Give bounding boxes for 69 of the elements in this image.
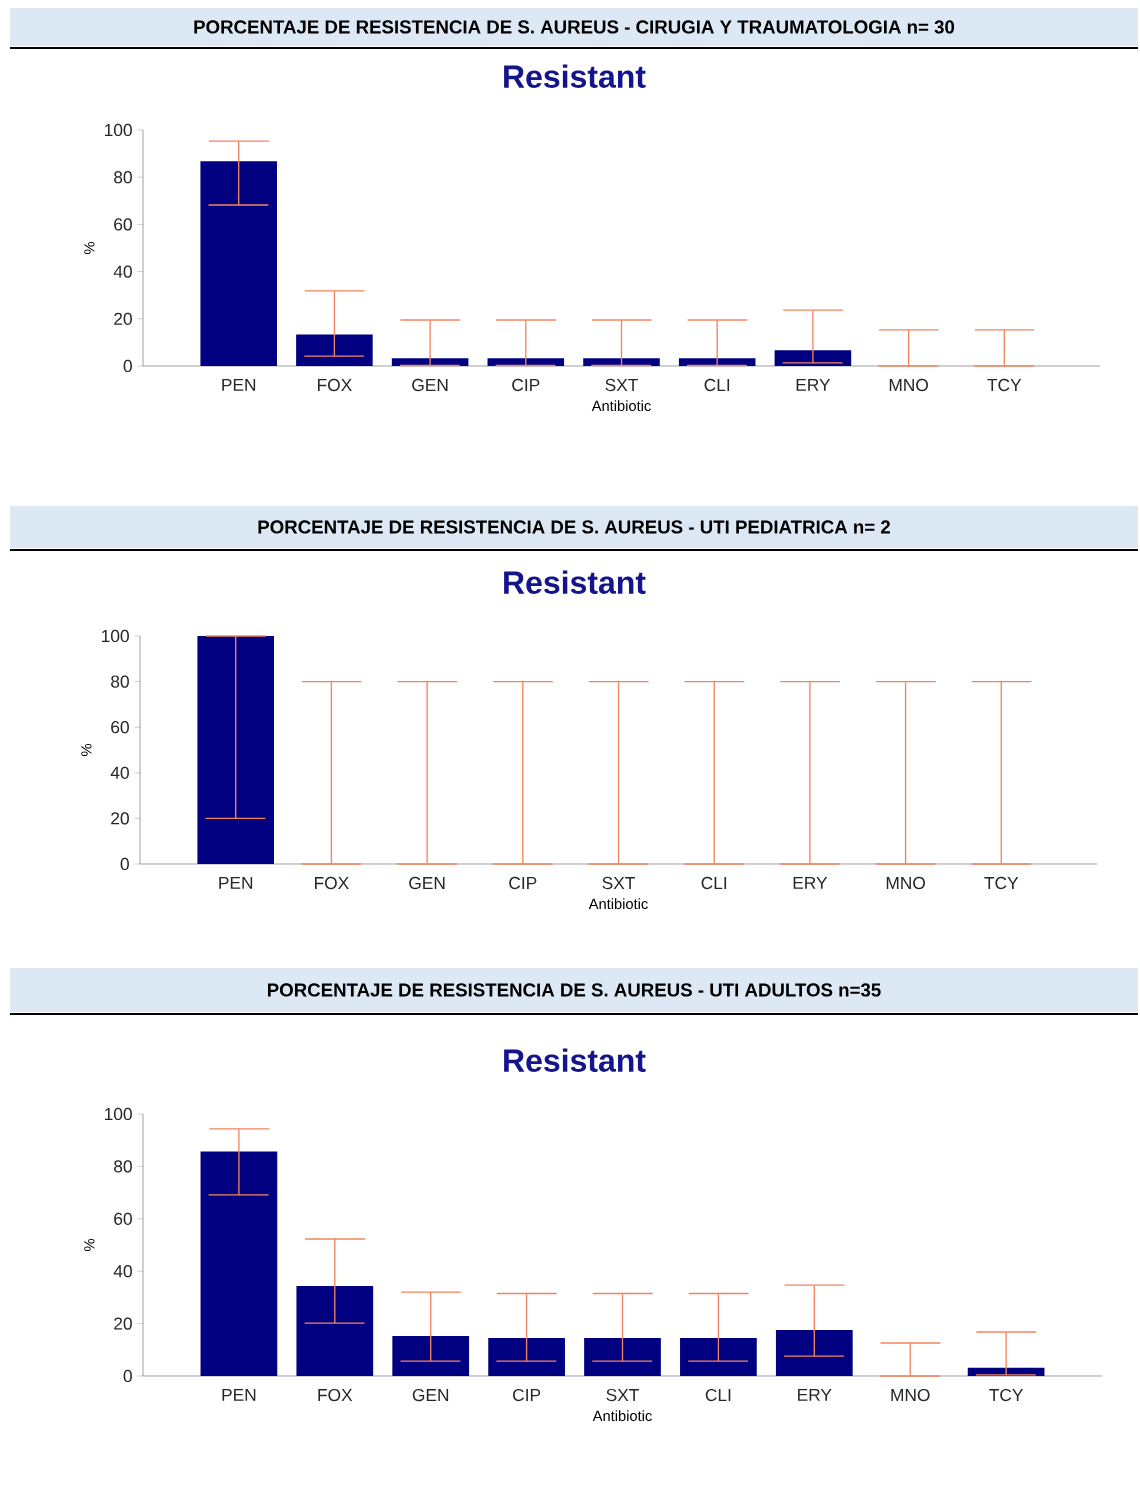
bar: [678, 358, 756, 366]
x-tick-label: TCY: [987, 378, 1022, 392]
x-axis-title: Antibiotic: [588, 898, 648, 910]
y-tick-label: 60: [114, 218, 132, 231]
y-tick-label: 0: [120, 857, 129, 871]
y-axis-title: %: [84, 242, 95, 254]
y-axis-title: %: [81, 744, 92, 756]
y-tick-label: 0: [123, 359, 132, 373]
x-tick-label: MNO: [889, 378, 928, 392]
x-tick-label: ERY: [796, 378, 831, 391]
x-tick-label: TCY: [984, 876, 1019, 890]
chart-subtitle: Resistant: [504, 64, 646, 88]
x-tick-label: FOX: [315, 876, 349, 890]
x-axis-title: Antibiotic: [592, 1410, 652, 1422]
bar: [488, 1338, 565, 1376]
x-tick-label: ERY: [793, 876, 828, 889]
bar: [584, 1338, 661, 1376]
x-tick-label: PEN: [222, 1388, 256, 1401]
bar: [200, 1151, 278, 1376]
x-tick-label: TCY: [989, 1388, 1024, 1402]
bar: [487, 358, 565, 366]
chart-title: PORCENTAJE DE RESISTENCIA DE S. AUREUS - CIRUGIA Y TRAUMATOLOGIA n= 30: [194, 20, 955, 34]
y-tick-label: 20: [114, 312, 132, 325]
x-tick-label: PEN: [222, 378, 256, 391]
bar: [392, 1335, 470, 1376]
x-tick-label: PEN: [219, 876, 253, 889]
x-tick-label: GEN: [412, 1388, 449, 1402]
y-tick-label: 40: [113, 1265, 132, 1278]
y-tick-label: 40: [113, 265, 132, 278]
x-tick-label: SXT: [605, 378, 638, 392]
bar: [583, 358, 660, 366]
y-tick-label: 100: [105, 1107, 132, 1121]
x-tick-label: SXT: [606, 1388, 639, 1402]
bar: [200, 161, 277, 366]
chart-title: PORCENTAJE DE RESISTENCIA DE S. AUREUS - UTI PEDIATRICA n= 2: [258, 520, 890, 534]
y-tick-label: 100: [102, 629, 129, 643]
y-tick-label: 60: [114, 1212, 132, 1225]
x-axis-title: Antibiotic: [591, 400, 651, 412]
x-tick-label: CLI: [705, 1388, 731, 1402]
bar: [680, 1338, 757, 1376]
x-tick-label: CIP: [509, 876, 537, 890]
bar: [296, 1286, 374, 1376]
chart-subtitle: Resistant: [504, 570, 646, 594]
y-tick-label: 20: [114, 1317, 132, 1330]
y-tick-label: 60: [111, 721, 129, 734]
y-axis-title: %: [84, 1239, 95, 1251]
y-tick-label: 40: [110, 766, 129, 779]
x-tick-label: CLI: [704, 378, 730, 392]
y-tick-label: 80: [114, 171, 132, 184]
x-tick-label: MNO: [886, 876, 925, 890]
x-tick-label: FOX: [318, 378, 352, 392]
x-tick-label: ERY: [798, 1388, 832, 1401]
x-tick-label: FOX: [318, 1388, 353, 1402]
x-tick-label: MNO: [891, 1388, 930, 1402]
y-tick-label: 100: [105, 123, 132, 137]
chart-title: PORCENTAJE DE RESISTENCIA DE S. AUREUS - UTI ADULTOS n=35: [267, 983, 881, 997]
x-tick-label: CIP: [512, 378, 540, 392]
x-tick-label: GEN: [412, 378, 448, 392]
y-tick-label: 20: [111, 812, 129, 825]
y-tick-label: 80: [111, 675, 129, 688]
x-tick-label: GEN: [409, 876, 445, 890]
chart-subtitle: Resistant: [504, 1048, 646, 1072]
bar: [296, 334, 373, 366]
x-tick-label: CLI: [701, 876, 727, 890]
y-tick-label: 0: [123, 1369, 132, 1383]
x-tick-label: CIP: [513, 1388, 541, 1402]
y-tick-label: 80: [114, 1160, 132, 1173]
x-tick-label: SXT: [602, 876, 635, 890]
bar: [775, 1329, 853, 1376]
